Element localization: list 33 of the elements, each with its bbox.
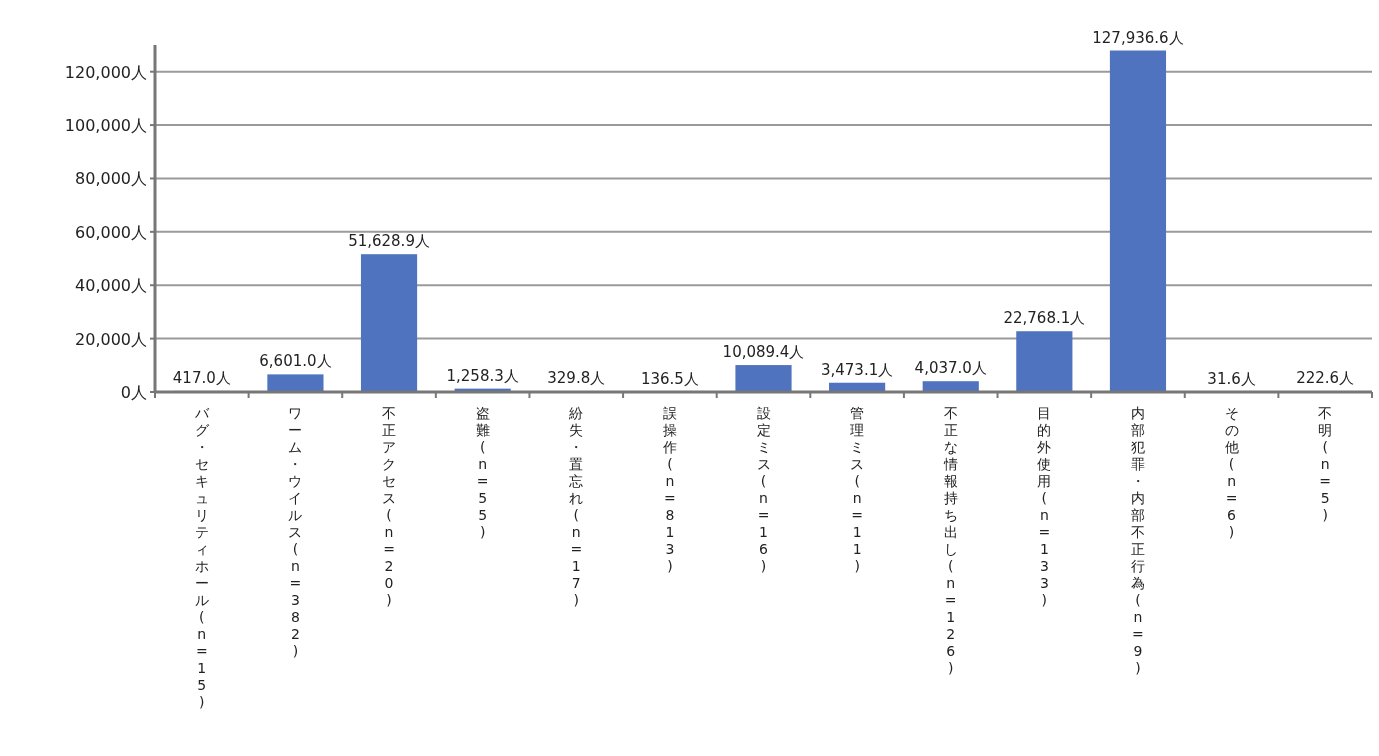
y-tick-label: 80,000人 [75, 169, 147, 189]
y-tick-label: 20,000人 [75, 329, 147, 349]
data-label: 4,037.0人 [914, 359, 987, 378]
data-label: 22,768.1人 [1003, 309, 1086, 328]
category-label: 誤操作(n=813) [662, 405, 677, 574]
data-label: 329.8人 [547, 369, 606, 388]
x-tick-label: 盗難(n=55) [475, 405, 490, 540]
category-label: ワーム・ウイルス(n=382) [288, 405, 303, 659]
category-label: バグ・セキュリティホール(n=15) [194, 405, 209, 710]
data-label: 136.5人 [640, 369, 699, 388]
data-label: 51,628.9人 [348, 232, 430, 251]
category-label: 不正な情報持ち出し(n=126) [943, 405, 958, 676]
category-label: 内部犯罪・内部不正行為(n=9) [1130, 405, 1145, 676]
data-label: 127,936.6人 [1092, 28, 1184, 47]
y-tick-label: 0人 [120, 383, 147, 402]
x-tick-label: その他(n=6) [1224, 405, 1239, 540]
data-label: 10,089.4人 [722, 343, 805, 362]
y-tick-label: 120,000人 [64, 62, 147, 82]
category-label: 紛失・置忘れ(n=17) [569, 405, 584, 608]
y-tick-label: 60,000人 [75, 222, 147, 242]
data-label: 1,258.3人 [446, 366, 519, 385]
data-label: 417.0人 [172, 368, 231, 387]
category-label: 設定ミス(n=16) [756, 405, 771, 574]
x-tick-label: 不明(n=5) [1318, 405, 1333, 523]
category-label: 不正アクセス(n=20) [382, 405, 397, 608]
data-label: 31.6人 [1207, 369, 1256, 388]
data-label: 222.6人 [1296, 369, 1355, 388]
data-label: 3,473.1人 [820, 360, 894, 379]
category-label: 管理ミス(n=11) [850, 405, 865, 574]
y-tick-label: 100,000人 [64, 116, 147, 136]
category-label: 目的外使用(n=133) [1037, 405, 1052, 608]
y-tick-label: 40,000人 [75, 276, 147, 296]
data-label: 6,601.0人 [259, 352, 332, 371]
